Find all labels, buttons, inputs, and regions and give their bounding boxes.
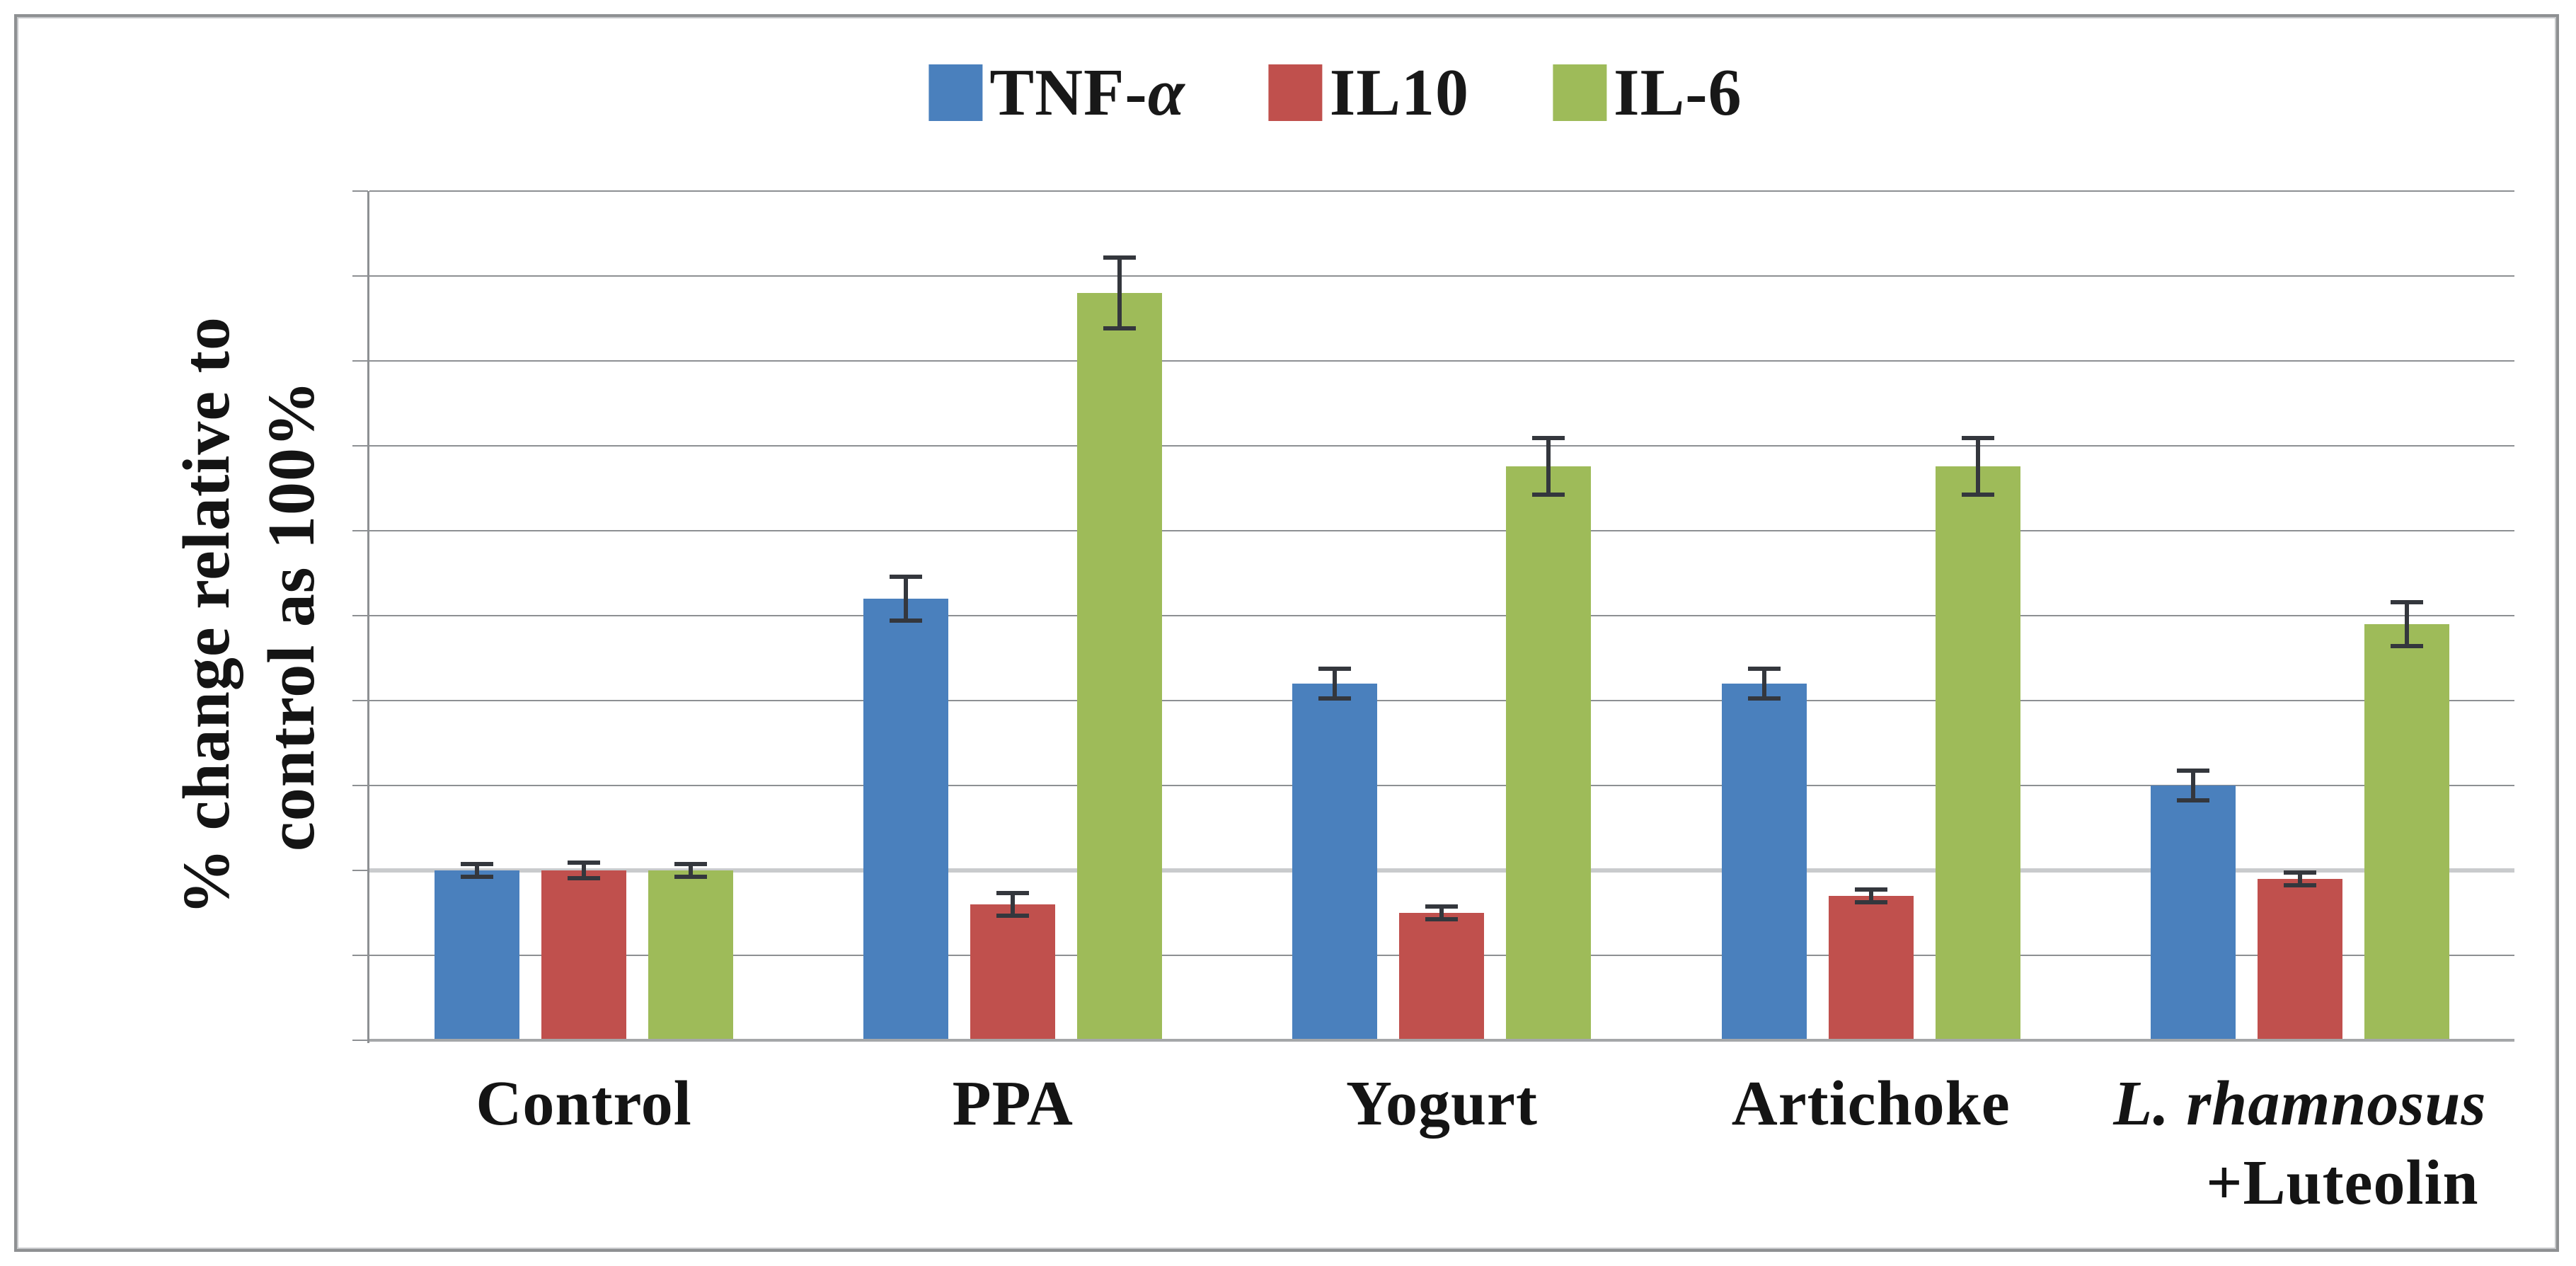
x-axis-label-line: Control (476, 1069, 692, 1139)
gridline-400 (369, 360, 2514, 362)
x-axis-label-line: +Luteolin (2206, 1148, 2479, 1218)
bar-TNF-α-Control (435, 870, 520, 1040)
bar-TNF-α-L. rhamnosus +Luteolin (2150, 786, 2236, 1040)
y-axis-line (367, 191, 369, 1043)
bar-TNF-α-Yogurt (1292, 684, 1378, 1040)
x-axis-label-line: Artichoke (1731, 1069, 2011, 1139)
legend-label-tnf-alpha: TNF-α (989, 56, 1185, 130)
bar-TNF-α-PPA (863, 599, 949, 1040)
y-axis-tick-100 (352, 870, 368, 871)
error-bar-TNF-α-Artichoke (1761, 667, 1766, 701)
x-axis-label-L. rhamnosus +Luteolin: L. rhamnosus +Luteolin (2034, 1064, 2566, 1223)
gridline-200 (369, 700, 2514, 701)
error-bar-IL-6-PPA (1117, 255, 1122, 330)
category-group-PPA: PPA (798, 191, 1227, 1139)
y-axis-title-line2: control as 100% (255, 379, 328, 852)
bar-IL10-Yogurt (1399, 913, 1485, 1040)
error-bar-TNF-α-PPA (904, 575, 909, 623)
figure-border (14, 14, 2559, 1252)
gridline-350 (369, 445, 2514, 447)
x-axis-label-Control: Control (318, 1064, 850, 1144)
y-axis-tick-0 (352, 1040, 368, 1041)
y-axis-tick-400 (352, 360, 368, 362)
y-axis-tick-300 (352, 530, 368, 531)
error-bar-IL-6-L. rhamnosus +Luteolin (2404, 600, 2409, 648)
x-axis-label-line: L. rhamnosus (2113, 1069, 2487, 1139)
legend-label-il6: IL-6 (1614, 56, 1742, 130)
error-bar-TNF-α-L. rhamnosus +Luteolin (2190, 769, 2195, 802)
x-axis-label-PPA: PPA (747, 1064, 1279, 1144)
legend-swatch-tnf-alpha-icon (928, 64, 983, 121)
gridline-500 (369, 190, 2514, 192)
gridline-300 (369, 530, 2514, 531)
bar-IL-6-L. rhamnosus +Luteolin (2364, 624, 2449, 1040)
y-axis-tick-350 (352, 445, 368, 447)
error-bar-TNF-α-Control (475, 862, 480, 879)
bar-IL10-L. rhamnosus +Luteolin (2257, 879, 2342, 1040)
y-axis-tick-250 (352, 615, 368, 616)
legend: TNF-α IL10 IL-6 (928, 59, 1742, 126)
x-axis-line (369, 1039, 2514, 1042)
error-bar-IL10-PPA (1011, 890, 1016, 919)
y-axis-title-line1: % change relative to (170, 316, 243, 915)
error-bar-IL-6-Yogurt (1546, 435, 1551, 497)
error-bar-IL-6-Control (689, 862, 694, 879)
error-bar-IL10-Artichoke (1868, 887, 1873, 904)
legend-swatch-il6-icon (1553, 64, 1607, 121)
error-bar-IL10-L. rhamnosus +Luteolin (2297, 870, 2302, 887)
x-axis-label-Yogurt: Yogurt (1176, 1064, 1708, 1144)
y-axis-tick-200 (352, 700, 368, 701)
bar-IL-6-Yogurt (1506, 466, 1592, 1040)
bar-IL-6-Control (648, 870, 734, 1040)
legend-item-il6: IL-6 (1553, 59, 1742, 126)
error-bar-IL10-Yogurt (1439, 904, 1444, 921)
gridline-150 (369, 785, 2514, 786)
category-group-Yogurt: Yogurt (1227, 191, 1656, 1139)
x-axis-label-Artichoke: Artichoke (1605, 1064, 2137, 1144)
category-group-L. rhamnosus +Luteolin: L. rhamnosus +Luteolin (2086, 191, 2514, 1218)
bar-IL10-Control (541, 870, 627, 1040)
legend-item-tnf-alpha: TNF-α (928, 59, 1185, 126)
y-axis-tick-500 (352, 190, 368, 192)
bar-IL-6-PPA (1077, 293, 1163, 1040)
category-group-Artichoke: Artichoke (1657, 191, 2086, 1139)
error-bar-TNF-α-Yogurt (1333, 667, 1338, 701)
bar-IL10-PPA (970, 904, 1056, 1040)
legend-swatch-il10-icon (1268, 64, 1323, 121)
legend-label-il10: IL10 (1329, 56, 1470, 130)
x-axis-label-line: PPA (952, 1069, 1074, 1139)
bar-TNF-α-Artichoke (1721, 684, 1807, 1040)
y-axis-tick-50 (352, 955, 368, 956)
error-bar-IL10-Control (582, 860, 587, 881)
bar-IL10-Artichoke (1828, 896, 1914, 1040)
plot-area: Control PPA Yogurt Artichoke L. rhamnosus +Lu… (352, 190, 2514, 1218)
gridline-100 (369, 868, 2514, 873)
error-bar-IL-6-Artichoke (1975, 435, 1980, 497)
y-axis-tick-450 (352, 275, 368, 277)
gridline-450 (369, 275, 2514, 277)
y-axis-title: % change relative to control as 100% (164, 85, 334, 1146)
x-axis-label-line: Yogurt (1345, 1069, 1538, 1139)
category-group-Control: Control (369, 191, 798, 1139)
legend-item-il10: IL10 (1268, 56, 1470, 130)
y-axis-tick-150 (352, 785, 368, 786)
bar-IL-6-Artichoke (1935, 466, 2020, 1040)
gridline-250 (369, 615, 2514, 616)
